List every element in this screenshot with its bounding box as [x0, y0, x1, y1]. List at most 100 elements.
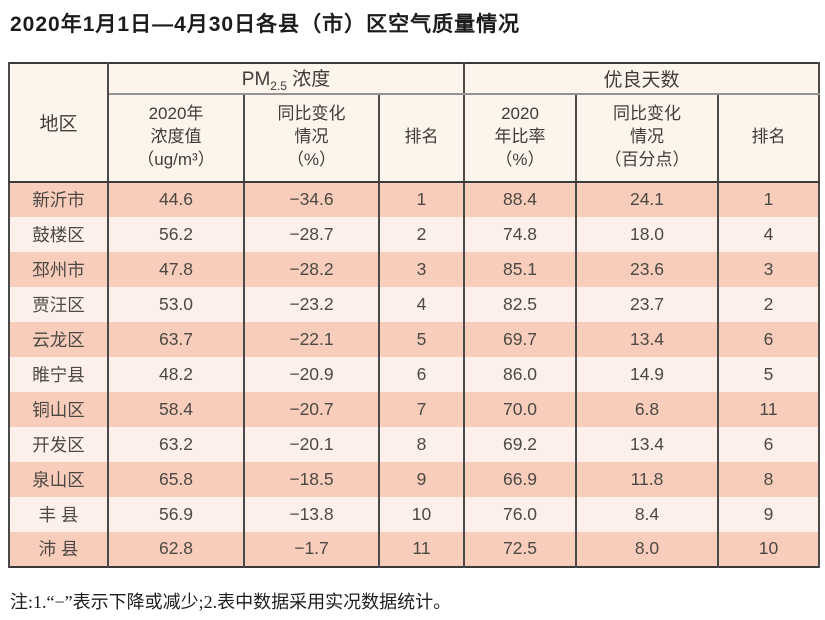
table-row: 邳州市 47.8 −28.2 3 85.1 23.6 3 — [8, 251, 821, 287]
header-good-days-group: 优良天数 — [462, 63, 821, 95]
good-change-cell: 8.0 — [575, 531, 719, 567]
region-cell: 新沂市 — [8, 181, 109, 217]
table-row: 沛 县 62.8 −1.7 11 72.5 8.0 10 — [8, 531, 821, 567]
pm-change-cell: −20.1 — [243, 426, 380, 462]
pm-change-cell: −23.2 — [243, 286, 380, 322]
good-change-cell: 23.6 — [575, 251, 719, 287]
good-change-cell: 13.4 — [575, 426, 719, 462]
pm-rank-cell: 3 — [378, 251, 465, 287]
pm-value-cell: 58.4 — [107, 391, 245, 427]
region-cell: 丰 县 — [8, 496, 109, 532]
pm-value-cell: 48.2 — [107, 356, 245, 392]
table-header: 地区 PM2.5 浓度 优良天数 2020年 浓度值 （ug/m³） 同比变化 … — [8, 63, 821, 183]
header-pm-change: 同比变化 情况 （%） — [243, 93, 380, 183]
pm-rank-cell: 5 — [378, 321, 465, 357]
pm-rank-cell: 9 — [378, 461, 465, 497]
header-pm-group: PM2.5 浓度 — [107, 63, 465, 95]
pm-change-cell: −28.2 — [243, 251, 380, 287]
good-ratio-cell: 82.5 — [463, 286, 577, 322]
pm-change-cell: −34.6 — [243, 181, 380, 217]
region-cell: 铜山区 — [8, 391, 109, 427]
pm-change-cell: −28.7 — [243, 216, 380, 252]
table-row: 开发区 63.2 −20.1 8 69.2 13.4 6 — [8, 426, 821, 462]
pm-label-base: PM — [241, 69, 271, 90]
good-ratio-cell: 88.4 — [463, 181, 577, 217]
good-rank-cell: 10 — [716, 531, 821, 567]
good-rank-cell: 3 — [716, 251, 821, 287]
good-change-cell: 14.9 — [575, 356, 719, 392]
pm-value-cell: 56.2 — [107, 216, 245, 252]
pm-rank-cell: 6 — [378, 356, 465, 392]
good-change-cell: 24.1 — [575, 181, 719, 217]
table-row: 贾汪区 53.0 −23.2 4 82.5 23.7 2 — [8, 286, 821, 322]
pm-value-cell: 53.0 — [107, 286, 245, 322]
pm-change-cell: −1.7 — [243, 531, 380, 567]
air-quality-table: 地区 PM2.5 浓度 优良天数 2020年 浓度值 （ug/m³） 同比变化 … — [8, 62, 821, 568]
region-cell: 开发区 — [8, 426, 109, 462]
region-cell: 云龙区 — [8, 321, 109, 357]
good-ratio-cell: 72.5 — [463, 531, 577, 567]
group-header-row: 地区 PM2.5 浓度 优良天数 — [8, 63, 821, 183]
page-title: 2020年1月1日—4月30日各县（市）区空气质量情况 — [10, 13, 521, 36]
good-change-cell: 11.8 — [575, 461, 719, 497]
pm-value-cell: 56.9 — [107, 496, 245, 532]
header-good-rank: 排名 — [716, 93, 821, 183]
good-rank-cell: 8 — [716, 461, 821, 497]
good-ratio-cell: 74.8 — [463, 216, 577, 252]
footnote: 注:1.“−”表示下降或减少;2.表中数据采用实况数据统计。 — [10, 592, 452, 612]
pm-label-subscript: 2.5 — [270, 78, 287, 93]
pm-value-cell: 62.8 — [107, 531, 245, 567]
pm-rank-cell: 8 — [378, 426, 465, 462]
good-ratio-cell: 69.7 — [463, 321, 577, 357]
good-rank-cell: 5 — [716, 356, 821, 392]
pm-rank-cell: 7 — [378, 391, 465, 427]
good-rank-cell: 2 — [716, 286, 821, 322]
table-row: 丰 县 56.9 −13.8 10 76.0 8.4 9 — [8, 496, 821, 532]
pm-value-cell: 63.7 — [107, 321, 245, 357]
table-row: 睢宁县 48.2 −20.9 6 86.0 14.9 5 — [8, 356, 821, 392]
region-cell: 睢宁县 — [8, 356, 109, 392]
good-rank-cell: 6 — [716, 321, 821, 357]
pm-value-cell: 65.8 — [107, 461, 245, 497]
table-row: 鼓楼区 56.2 −28.7 2 74.8 18.0 4 — [8, 216, 821, 252]
region-cell: 沛 县 — [8, 531, 109, 567]
sub-header-row: 2020年 浓度值 （ug/m³） 同比变化 情况 （%） 排名 2020 年比… — [9, 93, 821, 183]
good-change-cell: 13.4 — [575, 321, 719, 357]
good-change-cell: 6.8 — [575, 391, 719, 427]
good-change-cell: 8.4 — [575, 496, 719, 532]
good-rank-cell: 9 — [716, 496, 821, 532]
pm-change-cell: −13.8 — [243, 496, 380, 532]
region-cell: 鼓楼区 — [8, 216, 109, 252]
good-ratio-cell: 85.1 — [463, 251, 577, 287]
pm-change-cell: −22.1 — [243, 321, 380, 357]
region-cell: 贾汪区 — [8, 286, 109, 322]
good-ratio-cell: 76.0 — [463, 496, 577, 532]
table-row: 云龙区 63.7 −22.1 5 69.7 13.4 6 — [8, 321, 821, 357]
good-change-cell: 23.7 — [575, 286, 719, 322]
header-pm-rank: 排名 — [378, 93, 465, 183]
pm-change-cell: −20.9 — [243, 356, 380, 392]
good-rank-cell: 6 — [716, 426, 821, 462]
pm-value-cell: 44.6 — [107, 181, 245, 217]
header-region: 地区 — [8, 63, 109, 183]
header-good-change: 同比变化 情况 （百分点） — [575, 93, 719, 183]
good-rank-cell: 4 — [716, 216, 821, 252]
good-rank-cell: 1 — [716, 181, 821, 217]
good-change-cell: 18.0 — [575, 216, 719, 252]
pm-value-cell: 63.2 — [107, 426, 245, 462]
good-ratio-cell: 70.0 — [463, 391, 577, 427]
pm-change-cell: −20.7 — [243, 391, 380, 427]
pm-rank-cell: 10 — [378, 496, 465, 532]
pm-rank-cell: 4 — [378, 286, 465, 322]
good-rank-cell: 11 — [716, 391, 821, 427]
pm-value-cell: 47.8 — [107, 251, 245, 287]
good-ratio-cell: 69.2 — [463, 426, 577, 462]
pm-change-cell: −18.5 — [243, 461, 380, 497]
pm-label-rest: 浓度 — [286, 69, 331, 90]
table-row: 铜山区 58.4 −20.7 7 70.0 6.8 11 — [8, 391, 821, 427]
pm-rank-cell: 1 — [378, 181, 465, 217]
table-row: 泉山区 65.8 −18.5 9 66.9 11.8 8 — [8, 461, 821, 497]
region-cell: 泉山区 — [8, 461, 109, 497]
pm-rank-cell: 2 — [378, 216, 465, 252]
